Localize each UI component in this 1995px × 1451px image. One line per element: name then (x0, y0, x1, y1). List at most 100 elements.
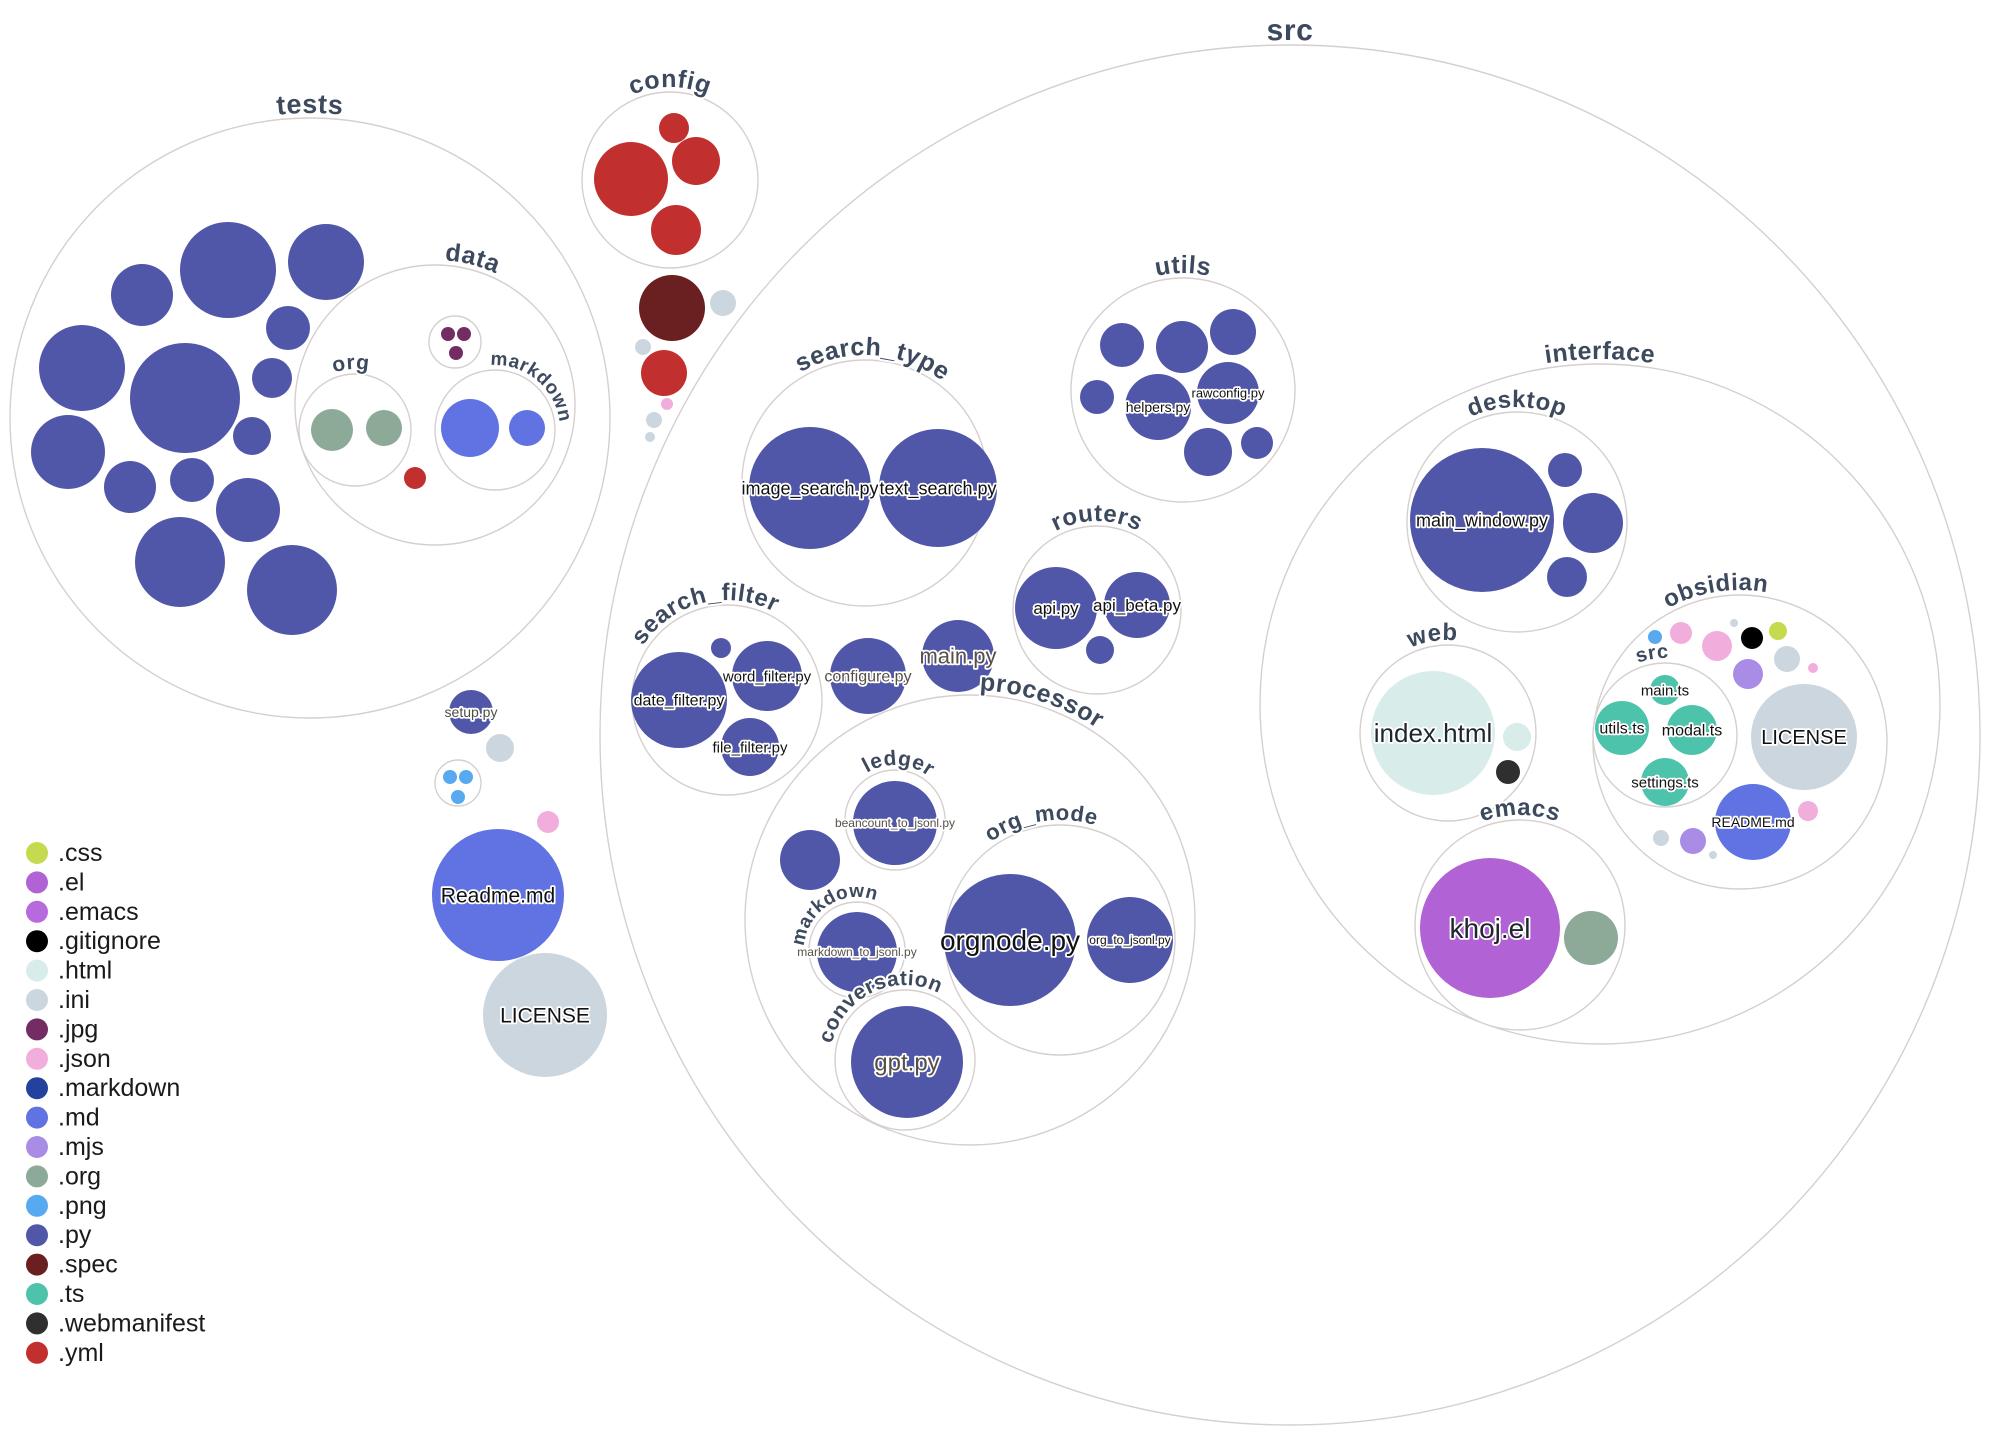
file-circle-py-file (180, 222, 276, 318)
file-circle-json-file (1670, 622, 1692, 644)
file-circle-license-file (1751, 684, 1857, 790)
legend-item-html: .html (26, 957, 112, 985)
file-circle-yml-file (594, 142, 668, 216)
folder-circle-src (1592, 662, 1738, 808)
folder-label-org: org (330, 351, 371, 377)
file-circle-ini-file (486, 734, 514, 762)
file-circle-ini-file (1730, 619, 1738, 627)
legend-item-webmanifest: .webmanifest (26, 1309, 205, 1337)
legend-dot-html (26, 959, 48, 982)
file-circle-jpg-file (449, 346, 463, 360)
file-circle-date-filter-py (631, 652, 727, 748)
legend-item-jpg: .jpg (26, 1015, 98, 1043)
legend-label-html: .html (58, 957, 112, 985)
file-circle-rawconfig-py (1197, 362, 1259, 424)
file-label-date-filter-py: date_filter.py (634, 693, 725, 710)
file-extension-legend: .css.el.emacs.gitignore.html.ini.jpg.jso… (26, 839, 205, 1367)
legend-dot-org (26, 1165, 48, 1188)
file-circle-py-file (780, 830, 840, 890)
legend-item-md: .md (26, 1104, 100, 1132)
file-label-readme-md: Readme.md (441, 884, 555, 907)
file-circle-markdown-to-jsonl-py (817, 912, 897, 992)
file-circle-py-file (247, 545, 337, 635)
file-circle-license-file (483, 953, 607, 1077)
legend-dot-yml (26, 1341, 48, 1364)
file-label-index-html: index.html (1374, 718, 1493, 748)
file-circle-css-file (1769, 622, 1787, 640)
file-circle-py-file (39, 325, 125, 411)
folder-circle-jpg-files-group (428, 315, 482, 369)
file-circle-py-file (1547, 557, 1587, 597)
file-label-modal-ts: modal.ts (1662, 723, 1722, 740)
file-label-word-filter-py: word_filter.py (722, 668, 812, 685)
file-circle-html-file (1503, 723, 1531, 751)
file-label-markdown-to-jsonl-py: markdown_to_jsonl.py (797, 945, 916, 959)
file-label-file-filter-py: file_filter.py (712, 739, 788, 756)
legend-item-yml: .yml (26, 1339, 104, 1367)
legend-item-org: .org (26, 1162, 101, 1190)
file-circle-configure-py (830, 638, 906, 714)
legend-item-gitignore: .gitignore (26, 927, 161, 955)
legend-dot-spec (26, 1253, 48, 1276)
legend-dot-json (26, 1047, 48, 1070)
file-circle-gpt-py (851, 1006, 963, 1118)
file-circle-json-file (1798, 801, 1818, 821)
file-circle-text-search-py (879, 429, 997, 547)
file-circle-beancount-to-jsonl-py (853, 781, 937, 865)
file-circle-mjs-file (1733, 659, 1763, 689)
file-circle-org-file (366, 410, 402, 446)
file-circle-py-file (1184, 428, 1232, 476)
file-circle-modal-ts (1667, 705, 1717, 755)
legend-label-css: .css (58, 839, 102, 867)
file-label-text-search-py: text_search.py (879, 478, 996, 499)
file-circle-ini-file (646, 412, 662, 428)
legend-dot-jpg (26, 1018, 48, 1041)
legend-label-webmanifest: .webmanifest (58, 1309, 205, 1337)
file-label-orgnode-py: orgnode.py (940, 925, 1080, 956)
file-circle-readme-md (1715, 784, 1791, 860)
file-circle-py-file (170, 458, 214, 502)
file-circle-py-file (1086, 636, 1114, 664)
file-circle-file-filter-py (721, 718, 779, 776)
file-circle-main-py (922, 620, 994, 692)
legend-item-ini: .ini (26, 986, 90, 1014)
file-circle-index-html (1371, 671, 1495, 795)
legend-item-json: .json (26, 1045, 111, 1073)
file-circle-json-file (1808, 663, 1818, 673)
legend-dot-py (26, 1224, 48, 1247)
folder-label-tests: tests (275, 89, 345, 121)
file-circle-spec-file (639, 275, 705, 341)
file-circle-py-file (1548, 453, 1582, 487)
file-circle-py-file (31, 415, 105, 489)
file-circle-ini-file (645, 432, 655, 442)
file-label-image-search-py: image_search.py (741, 478, 878, 499)
legend-dot-mjs (26, 1136, 48, 1158)
legend-item-css: .css (26, 839, 102, 867)
file-label-beancount-to-jsonl-py: beancount_to_jsonl.py (835, 816, 955, 830)
file-label-helpers-py: helpers.py (1126, 399, 1191, 415)
legend-dot-emacs (26, 900, 48, 923)
file-circle-py-file (1156, 321, 1208, 373)
file-label-khoj-el: khoj.el (1450, 913, 1531, 944)
file-circle-py-file (233, 417, 271, 455)
file-circle-py-file (252, 358, 292, 398)
file-circle-png-file (1648, 630, 1662, 644)
file-circle-org-to-jsonl-py (1087, 897, 1173, 983)
file-label-readme-md: README.md (1711, 814, 1794, 830)
legend-dot-css (26, 842, 48, 864)
legend-dot-gitignore (26, 930, 48, 953)
legend-label-yml: .yml (58, 1339, 104, 1367)
file-circle-ini-file (1709, 851, 1717, 859)
file-circle-png-file (451, 790, 465, 804)
legend-label-markdown: .markdown (58, 1074, 180, 1102)
file-circle-readme-md (432, 829, 564, 961)
file-label-main-py: main.py (919, 644, 996, 669)
legend-dot-ini (26, 989, 48, 1011)
file-circle-main-ts (1650, 675, 1680, 705)
folder-circle-config (581, 91, 759, 269)
legend-label-mjs: .mjs (58, 1133, 104, 1161)
file-circle-gitignore-file (1741, 627, 1763, 649)
legend-label-png: .png (58, 1192, 107, 1220)
file-label-main-window-py: main_window.py (1416, 510, 1548, 531)
